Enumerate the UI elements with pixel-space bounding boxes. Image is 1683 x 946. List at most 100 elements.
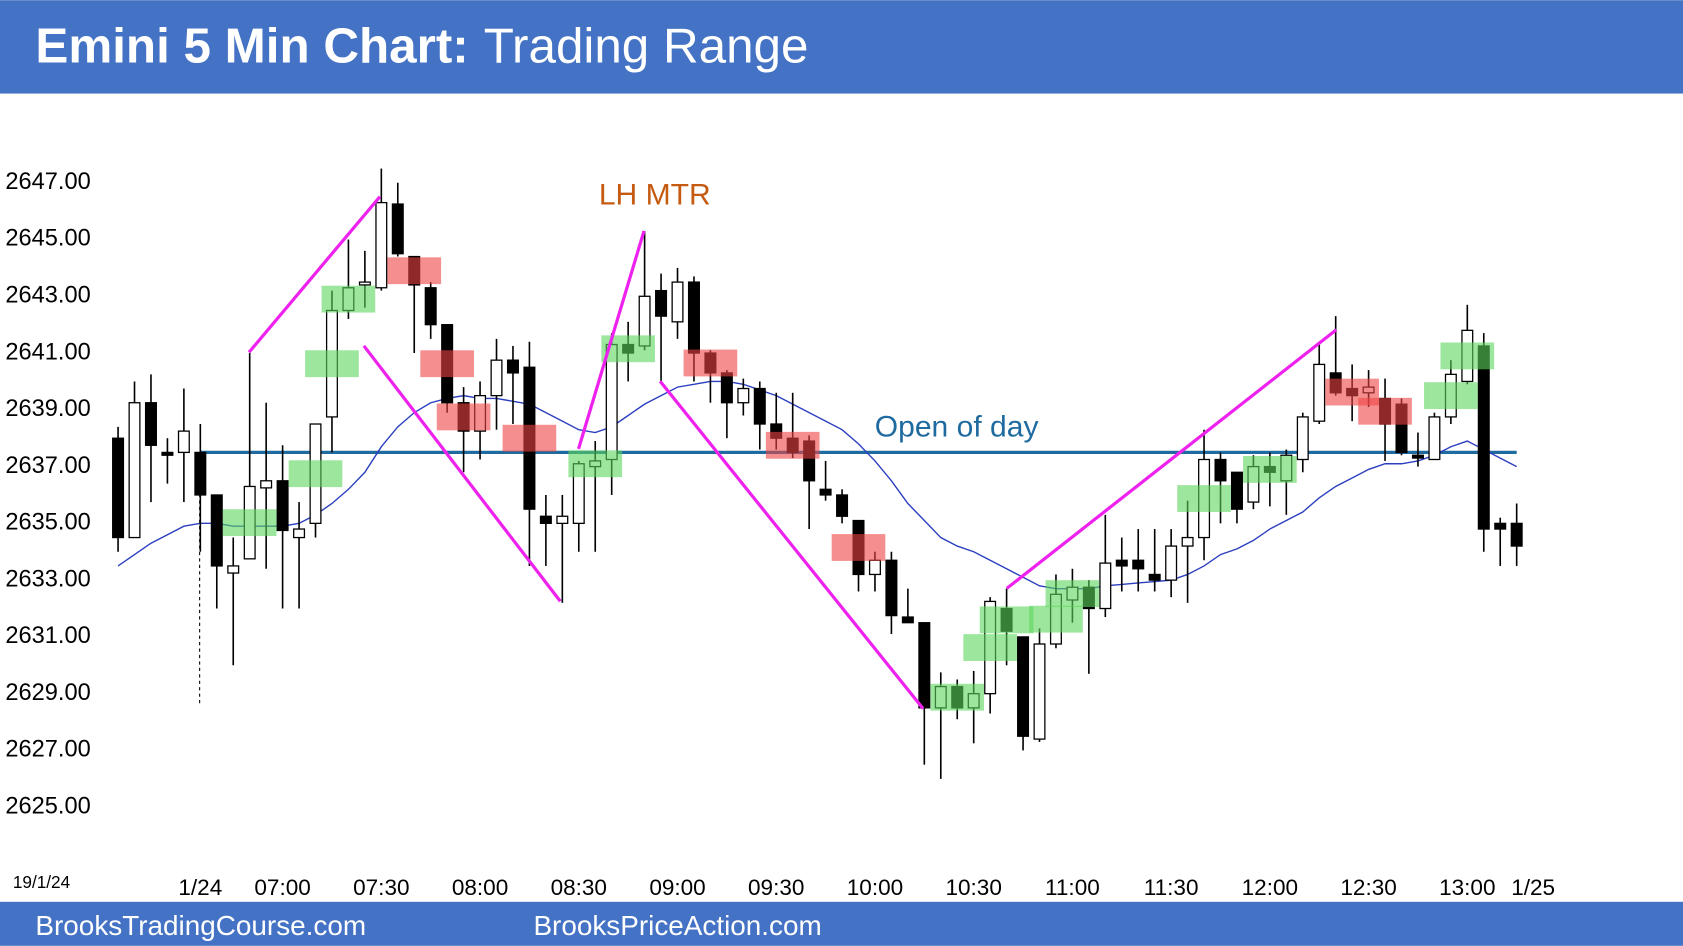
y-tick-label: 2639.00 [5, 396, 90, 422]
y-tick-label: 2625.00 [5, 793, 90, 819]
candle-body [1477, 345, 1490, 530]
candle-body [276, 480, 289, 532]
candle-body [194, 451, 207, 496]
candle-body [177, 430, 190, 454]
y-tick-label: 2629.00 [5, 680, 90, 706]
ema-line [117, 380, 1517, 590]
date-label: 19/1/24 [13, 872, 71, 892]
candle-body [112, 437, 125, 539]
candle-body [655, 289, 668, 317]
candle-body [260, 480, 273, 489]
candle-body [1214, 458, 1227, 482]
candle-body [1165, 545, 1178, 581]
candle-body [687, 281, 700, 354]
footer-left: BrooksTradingCourse.com [35, 910, 366, 941]
y-tick-label: 2627.00 [5, 737, 90, 763]
candle-body [885, 559, 898, 617]
signal-highlight [1029, 605, 1083, 633]
candle-body [1510, 522, 1523, 547]
candle-body [293, 528, 306, 539]
x-tick-label: 12:30 [1340, 875, 1396, 900]
candle-body [490, 359, 503, 397]
candle-body [375, 201, 388, 289]
candle-body [753, 387, 766, 425]
candle-body [1296, 416, 1309, 461]
chart-title-group: Emini 5 Min Chart: Trading Range [35, 19, 808, 74]
candle-body [1494, 522, 1507, 530]
x-tick-label: 08:30 [551, 875, 607, 900]
y-tick-label: 2637.00 [5, 453, 90, 479]
x-tick-label: 12:00 [1242, 875, 1298, 900]
candle-body [210, 494, 223, 567]
y-tick-label: 2633.00 [5, 566, 90, 592]
signal-highlight [1358, 397, 1412, 425]
signal-highlight [387, 257, 442, 285]
title-banner [0, 0, 1683, 94]
footer-banner [0, 901, 1683, 946]
candle-body [161, 451, 174, 456]
footer-right: BrooksPriceAction.com [533, 910, 821, 941]
y-tick-label: 2645.00 [5, 226, 90, 252]
chart-subtitle: Trading Range [484, 19, 809, 74]
signal-highlight [436, 403, 491, 431]
y-tick-label: 2641.00 [5, 339, 90, 365]
candle-body [671, 281, 684, 323]
candle-body [539, 515, 552, 525]
signal-highlight [305, 350, 359, 378]
candle-body [1230, 471, 1243, 510]
y-tick-label: 2643.00 [5, 283, 90, 309]
candle-body [556, 515, 569, 525]
candle-body [1132, 559, 1145, 570]
signal-highlight [979, 606, 1034, 634]
signal-highlight [321, 285, 376, 313]
candle-body [1099, 562, 1112, 610]
x-tick-label: 09:00 [649, 875, 705, 900]
candle-body [836, 494, 849, 517]
signal-highlight [1243, 456, 1297, 483]
candle-body [1017, 636, 1030, 737]
signal-highlight [1440, 342, 1495, 370]
candle-body [918, 622, 931, 709]
candle-body [1428, 416, 1441, 461]
y-tick-label: 2631.00 [5, 623, 90, 649]
signal-highlight [568, 450, 623, 478]
x-tick-label: 08:00 [452, 875, 508, 900]
candle-body [391, 203, 404, 255]
x-tick-label: 07:00 [254, 875, 310, 900]
candle-body [1411, 454, 1424, 459]
candle-body [1148, 573, 1161, 581]
candle-body [819, 488, 832, 496]
candle-body [128, 402, 141, 539]
x-tick-label: 07:30 [353, 875, 409, 900]
signal-highlight [420, 350, 474, 378]
candle-body [1313, 363, 1326, 422]
signal-highlight [831, 534, 886, 561]
candle-body [144, 402, 157, 446]
x-tick-label: 1/25 [1511, 875, 1555, 900]
y-tick-label: 2647.00 [5, 169, 90, 195]
y-tick-label: 2635.00 [5, 510, 90, 536]
candle-body [358, 281, 371, 286]
x-tick-label: 10:30 [945, 875, 1001, 900]
candle-body [720, 372, 733, 404]
signal-highlight [683, 349, 738, 377]
signal-highlight [1424, 382, 1478, 410]
pattern-annotation: LH MTR [599, 179, 711, 212]
signal-highlight [1177, 485, 1231, 512]
x-tick-label: 13:00 [1439, 875, 1495, 900]
candle-body [424, 287, 437, 326]
signal-highlight [222, 509, 277, 537]
trend-line [576, 230, 646, 450]
x-tick-label: 11:00 [1045, 875, 1100, 900]
trend-line [362, 344, 562, 603]
signal-highlight [502, 424, 557, 452]
candle-body [1115, 559, 1128, 567]
x-tick-label: 1/24 [178, 875, 222, 900]
chart-title: Emini 5 Min Chart: [35, 19, 468, 74]
candle-body [506, 359, 519, 374]
signal-highlight [1045, 580, 1100, 608]
candle-body [1033, 643, 1046, 740]
trend-line [247, 195, 382, 354]
candle-body [868, 559, 881, 576]
